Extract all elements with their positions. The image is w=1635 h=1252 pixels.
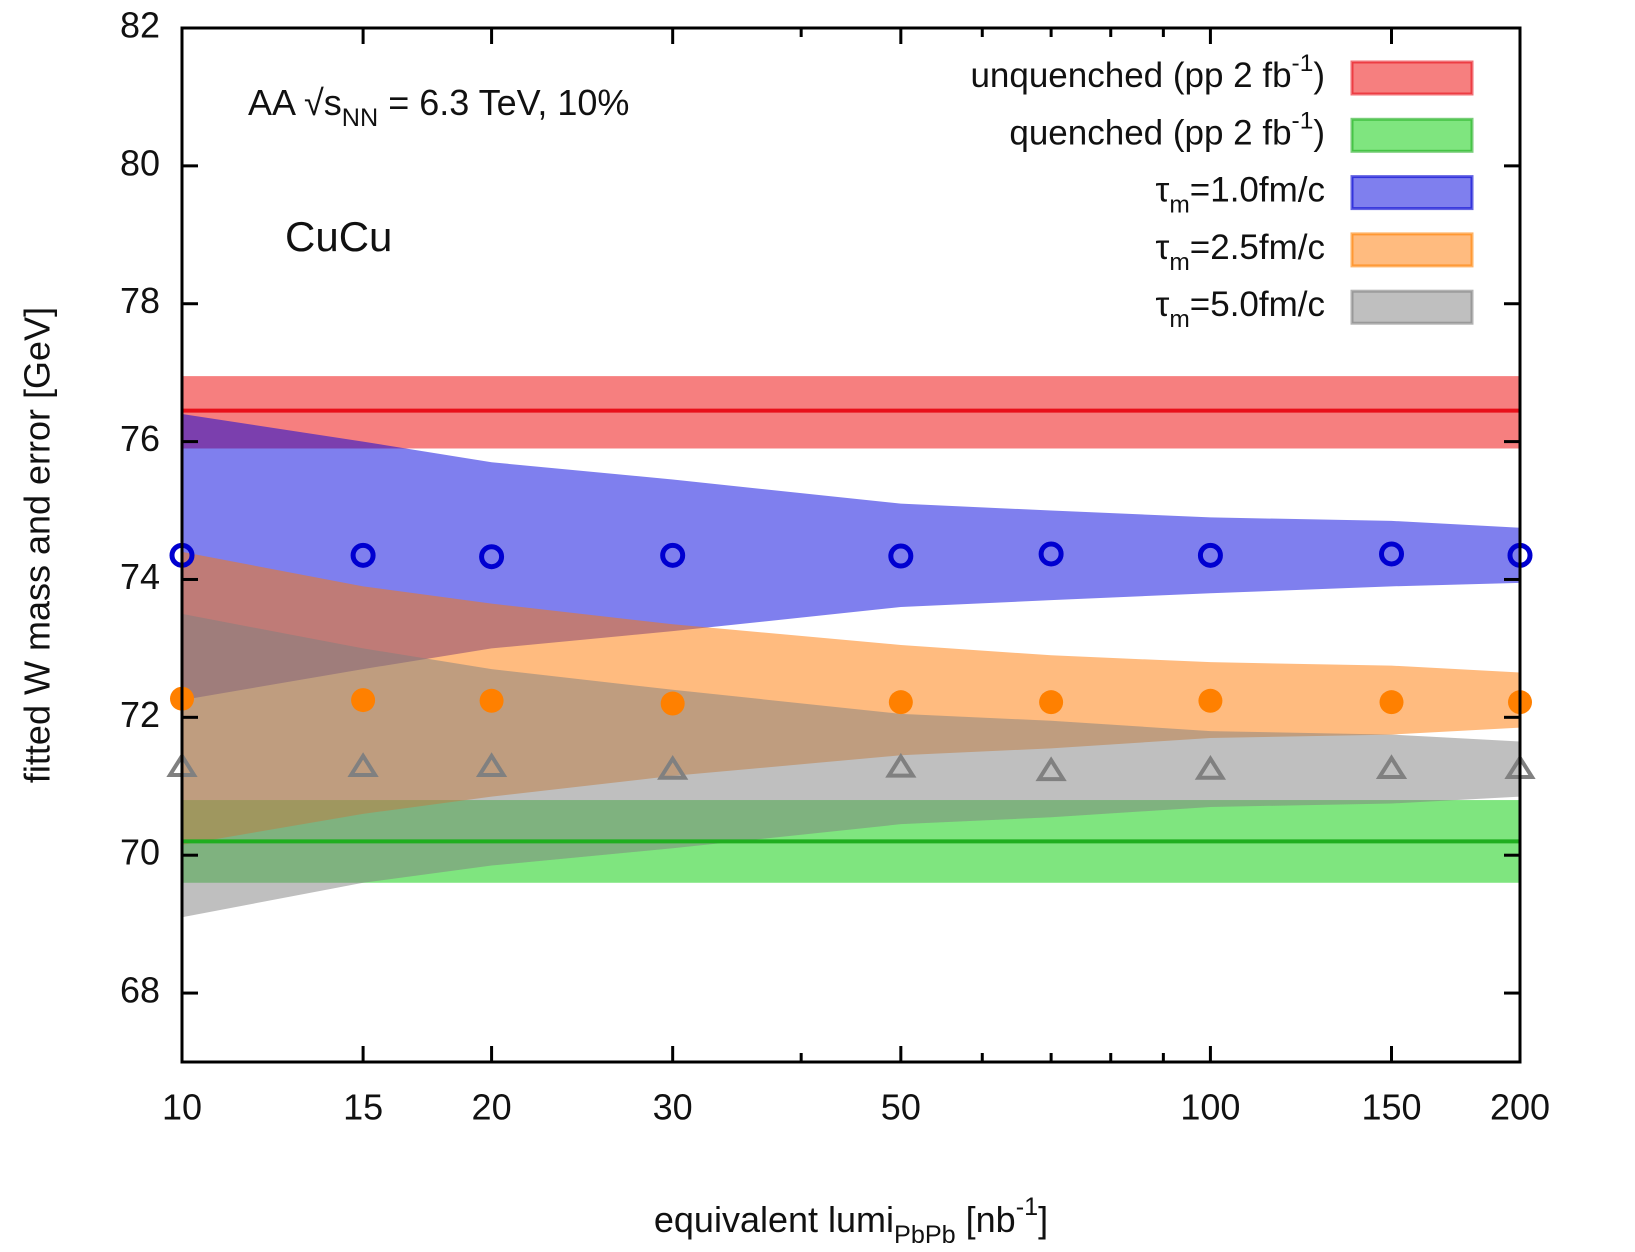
- legend-swatch: [1350, 232, 1474, 268]
- text-part: -1: [1016, 1193, 1038, 1221]
- marker: [885, 752, 917, 778]
- marker: [351, 688, 376, 713]
- text-part: NN: [342, 104, 378, 132]
- text-part: PbPb: [894, 1221, 956, 1249]
- x-tick-label: 30: [653, 1087, 693, 1128]
- text-part: [nb: [956, 1199, 1016, 1240]
- text-part: m: [1169, 306, 1189, 333]
- marker: [1379, 690, 1404, 715]
- y-tick-label: 72: [120, 694, 160, 735]
- marker: [1375, 754, 1408, 780]
- markers: [166, 541, 1536, 782]
- y-tick-label: 78: [120, 280, 160, 321]
- y-axis-label: fitted W mass and error [GeV]: [17, 307, 58, 783]
- marker: [1198, 688, 1223, 713]
- marker: [1038, 541, 1064, 567]
- y-tick-label: 74: [120, 556, 160, 597]
- marker: [1039, 690, 1064, 715]
- legend-label: quenched (pp 2 fb-1): [1009, 107, 1325, 152]
- text-part: equivalent lumi: [654, 1199, 894, 1240]
- label: CuCu: [285, 213, 392, 260]
- text-part: m: [1169, 249, 1189, 276]
- marker: [1035, 756, 1067, 782]
- marker: [1194, 754, 1227, 780]
- legend-label: unquenched (pp 2 fb-1): [970, 50, 1325, 95]
- text-part: =2.5fm/c: [1190, 228, 1325, 267]
- x-tick-label: 150: [1361, 1087, 1421, 1128]
- text-part: =1.0fm/c: [1190, 171, 1325, 210]
- marker: [660, 691, 685, 716]
- marker: [888, 543, 914, 569]
- x-axis-label: equivalent lumiPbPb [nb-1]: [654, 1193, 1048, 1249]
- text-part: τ: [1156, 228, 1170, 267]
- x-tick-label: 15: [343, 1087, 383, 1128]
- text-part: quenched (pp 2 fb: [1009, 114, 1291, 153]
- x-tick-label: 50: [881, 1087, 921, 1128]
- marker: [1197, 542, 1223, 568]
- y-tick-label: 76: [120, 418, 160, 459]
- marker: [657, 754, 689, 780]
- text-part: =5.0fm/c: [1190, 285, 1325, 324]
- marker: [475, 752, 508, 777]
- x-tick-label: 200: [1490, 1087, 1550, 1128]
- text-part: ): [1313, 56, 1325, 95]
- legend-swatch: [1350, 289, 1474, 325]
- marker: [1379, 541, 1405, 567]
- marker: [347, 752, 379, 777]
- marker: [660, 542, 686, 568]
- text-part: -1: [1292, 107, 1314, 134]
- text-part: τ: [1156, 285, 1170, 324]
- text-part: ]: [1038, 1199, 1048, 1240]
- y-tick-label: 70: [120, 832, 160, 873]
- text-part: τ: [1156, 171, 1170, 210]
- marker: [479, 688, 504, 713]
- marker: [350, 542, 376, 568]
- text-part: = 6.3 TeV, 10%: [378, 82, 629, 123]
- text-part: -1: [1292, 50, 1314, 77]
- x-tick-label: 10: [162, 1087, 202, 1128]
- legend-swatch: [1350, 60, 1474, 96]
- legend-label: τm=5.0fm/c: [1156, 285, 1325, 333]
- legend-label: τm=2.5fm/c: [1156, 228, 1325, 276]
- marker: [888, 690, 913, 715]
- text-part: ): [1313, 114, 1325, 153]
- y-tick-label: 80: [120, 142, 160, 183]
- text-part: m: [1169, 192, 1189, 219]
- text-part: AA √s: [248, 82, 342, 123]
- lines: [182, 408, 1520, 844]
- text-part: unquenched (pp 2 fb: [970, 56, 1291, 95]
- x-tick-label: 100: [1180, 1087, 1240, 1128]
- legend-swatch: [1350, 175, 1474, 211]
- y-tick-label: 82: [120, 5, 160, 46]
- x-tick-label: 20: [472, 1087, 512, 1128]
- plot-frame: [180, 26, 1522, 1064]
- y-tick-label: 68: [120, 970, 160, 1011]
- legend-swatch: [1350, 117, 1474, 153]
- legend-label: τm=1.0fm/c: [1156, 171, 1325, 219]
- annotation: AA √sNN = 6.3 TeV, 10%: [248, 82, 629, 132]
- marker: [479, 544, 505, 570]
